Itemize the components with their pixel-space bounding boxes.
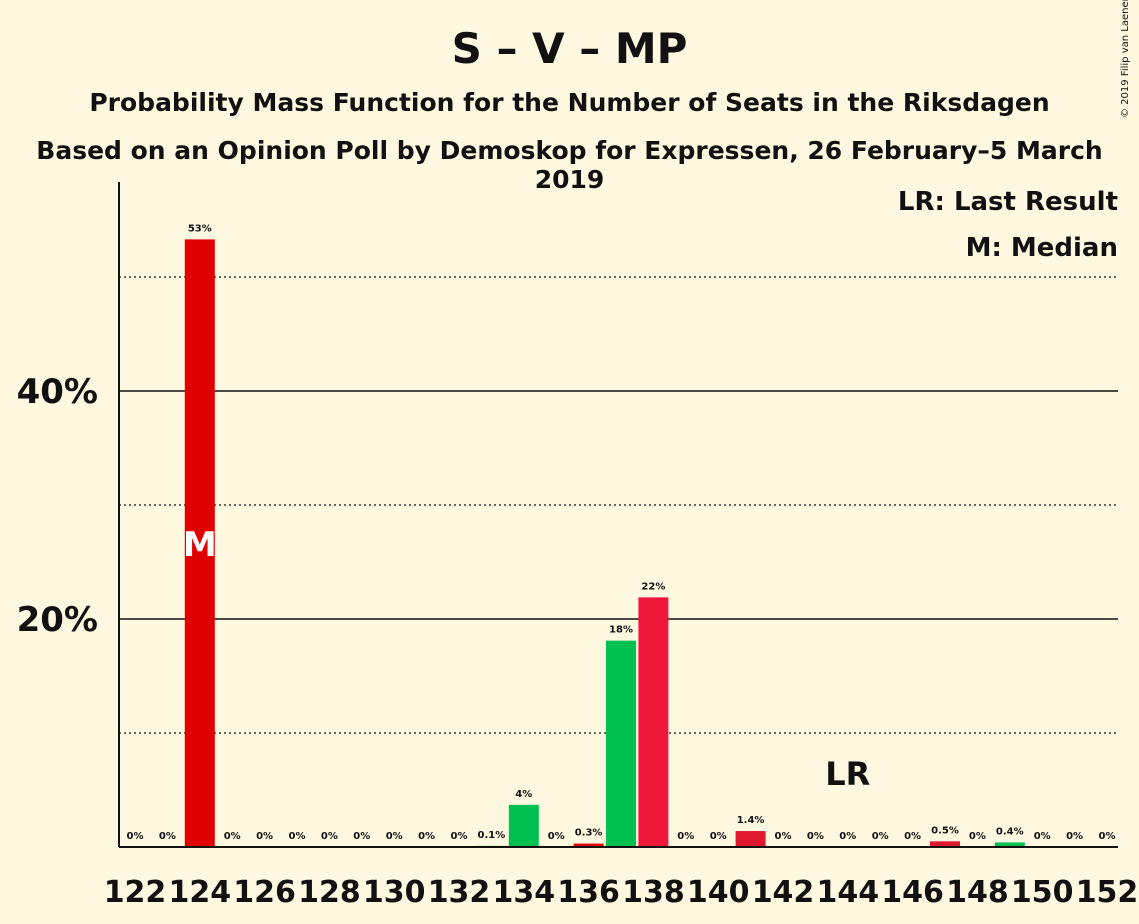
x-tick-label-136: 136 xyxy=(557,875,620,910)
data-label-seat-135: 0% xyxy=(548,831,565,842)
data-label-seat-151: 0% xyxy=(1066,831,1083,842)
x-tick-label-132: 132 xyxy=(428,875,491,910)
data-label-seat-150: 0% xyxy=(1034,831,1051,842)
data-label-seat-134: 4% xyxy=(515,789,532,800)
x-tick-label-150: 150 xyxy=(1011,875,1074,910)
data-label-seat-143: 0% xyxy=(807,831,824,842)
data-label-seat-149: 0.4% xyxy=(996,826,1024,837)
x-tick-label-130: 130 xyxy=(363,875,426,910)
chart-subtitle: Probability Mass Function for the Number… xyxy=(89,88,1050,117)
bar-seat-124 xyxy=(184,239,215,847)
data-labels: 0% 0% 53% 0% 0% 0% 0% 0% 0% 0% 0% 0.1% 4% 0% 0.3% 18% 22… xyxy=(127,223,1116,842)
y-tick-label-40: 40% xyxy=(17,372,98,412)
bars-group xyxy=(184,239,1025,847)
bar-seat-138 xyxy=(638,597,669,847)
data-label-seat-140: 0% xyxy=(710,831,727,842)
x-tick-label-146: 146 xyxy=(881,875,944,910)
axes: 20%40%122 124 126 128 130 132 134 136 138 140 142 1… xyxy=(17,182,1139,910)
legend-entry-2: M: Median xyxy=(966,233,1118,263)
data-label-seat-128: 0% xyxy=(321,831,338,842)
x-tick-label-122: 122 xyxy=(104,875,167,910)
data-label-seat-127: 0% xyxy=(289,831,306,842)
median-marker: M xyxy=(183,525,217,565)
x-tick-label-142: 142 xyxy=(752,875,815,910)
chart-title: S – V – MP xyxy=(451,24,688,73)
legend-entry-1: LR: Last Result xyxy=(898,187,1118,217)
y-tick-label-20: 20% xyxy=(17,600,98,640)
data-label-seat-139: 0% xyxy=(677,831,694,842)
x-tick-label-134: 134 xyxy=(492,875,555,910)
legend: LR: Last Result M: Median xyxy=(898,187,1118,263)
x-tick-label-128: 128 xyxy=(298,875,361,910)
data-label-seat-144: 0% xyxy=(839,831,856,842)
data-label-seat-138: 22% xyxy=(641,581,665,592)
data-label-seat-133: 0.1% xyxy=(478,830,506,841)
data-label-seat-122: 0% xyxy=(127,831,144,842)
data-label-seat-136: 0.3% xyxy=(575,828,603,839)
data-label-seat-123: 0% xyxy=(159,831,176,842)
x-tick-label-144: 144 xyxy=(816,875,879,910)
x-tick-label-126: 126 xyxy=(233,875,296,910)
data-label-seat-124: 53% xyxy=(188,223,212,234)
bar-seat-147 xyxy=(930,841,960,847)
data-label-seat-146: 0% xyxy=(904,831,921,842)
x-tick-label-152: 152 xyxy=(1076,875,1139,910)
gridlines xyxy=(119,276,1118,734)
bar-seat-141 xyxy=(735,831,766,847)
data-label-seat-147: 0.5% xyxy=(931,825,959,836)
last-result-marker: LR xyxy=(825,755,870,793)
data-label-seat-126: 0% xyxy=(256,831,273,842)
markers-group: M LR xyxy=(183,525,870,793)
data-label-seat-152: 0% xyxy=(1099,831,1116,842)
x-tick-label-148: 148 xyxy=(946,875,1009,910)
data-label-seat-142: 0% xyxy=(775,831,792,842)
data-label-seat-125: 0% xyxy=(224,831,241,842)
data-label-seat-132: 0% xyxy=(451,831,468,842)
data-label-seat-137: 18% xyxy=(609,625,633,636)
x-tick-label-138: 138 xyxy=(622,875,685,910)
data-label-seat-148: 0% xyxy=(969,831,986,842)
data-label-seat-131: 0% xyxy=(418,831,435,842)
bar-seat-137 xyxy=(606,640,636,847)
data-label-seat-145: 0% xyxy=(872,831,889,842)
data-label-seat-141: 1.4% xyxy=(737,815,765,826)
bar-seat-134 xyxy=(508,804,539,847)
bar-seat-136 xyxy=(573,843,604,847)
data-label-seat-129: 0% xyxy=(353,831,370,842)
x-tick-label-124: 124 xyxy=(168,875,231,910)
data-label-seat-130: 0% xyxy=(386,831,403,842)
x-tick-label-140: 140 xyxy=(687,875,750,910)
chart-subtitle-poll: Based on an Opinion Poll by Demoskop for… xyxy=(36,136,1103,194)
bar-seat-149 xyxy=(994,842,1025,847)
